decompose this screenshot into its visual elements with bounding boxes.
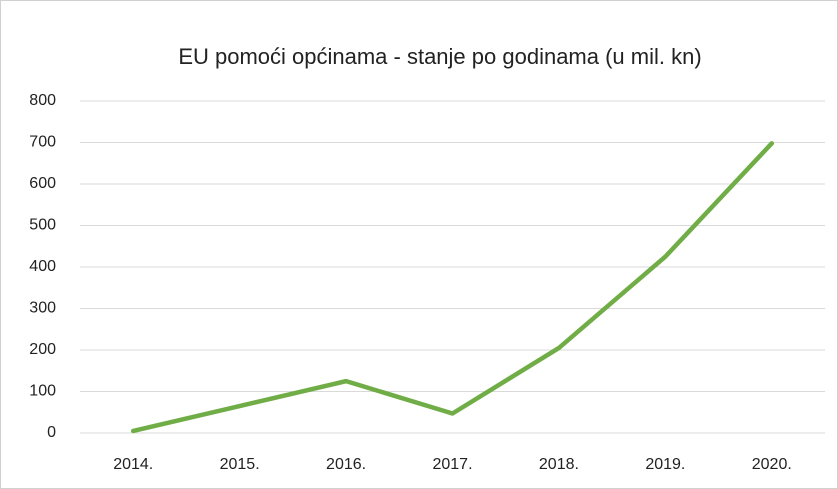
y-tick-label: 100 (29, 383, 56, 400)
y-tick-label: 200 (29, 341, 56, 358)
x-tick-label: 2014. (113, 456, 153, 473)
y-tick-label: 800 (29, 92, 56, 109)
x-tick-label: 2017. (432, 456, 472, 473)
x-tick-label: 2016. (326, 456, 366, 473)
x-tick-label: 2018. (539, 456, 579, 473)
y-tick-label: 400 (29, 258, 56, 275)
line-series (130, 141, 775, 434)
y-tick-label: 700 (29, 134, 56, 151)
chart-title: EU pomoći općinama - stanje po godinama … (178, 44, 701, 69)
y-tick-label: 0 (47, 424, 56, 441)
y-tick-label: 500 (29, 217, 56, 234)
y-tick-label: 600 (29, 175, 56, 192)
x-tick-label: 2020. (752, 456, 792, 473)
x-tick-label: 2019. (645, 456, 685, 473)
x-tick-label: 2015. (220, 456, 260, 473)
y-tick-label: 300 (29, 300, 56, 317)
